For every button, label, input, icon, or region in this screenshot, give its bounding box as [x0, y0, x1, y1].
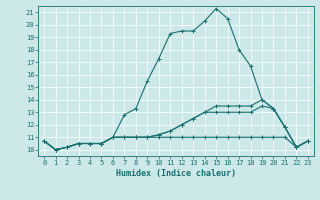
- X-axis label: Humidex (Indice chaleur): Humidex (Indice chaleur): [116, 169, 236, 178]
